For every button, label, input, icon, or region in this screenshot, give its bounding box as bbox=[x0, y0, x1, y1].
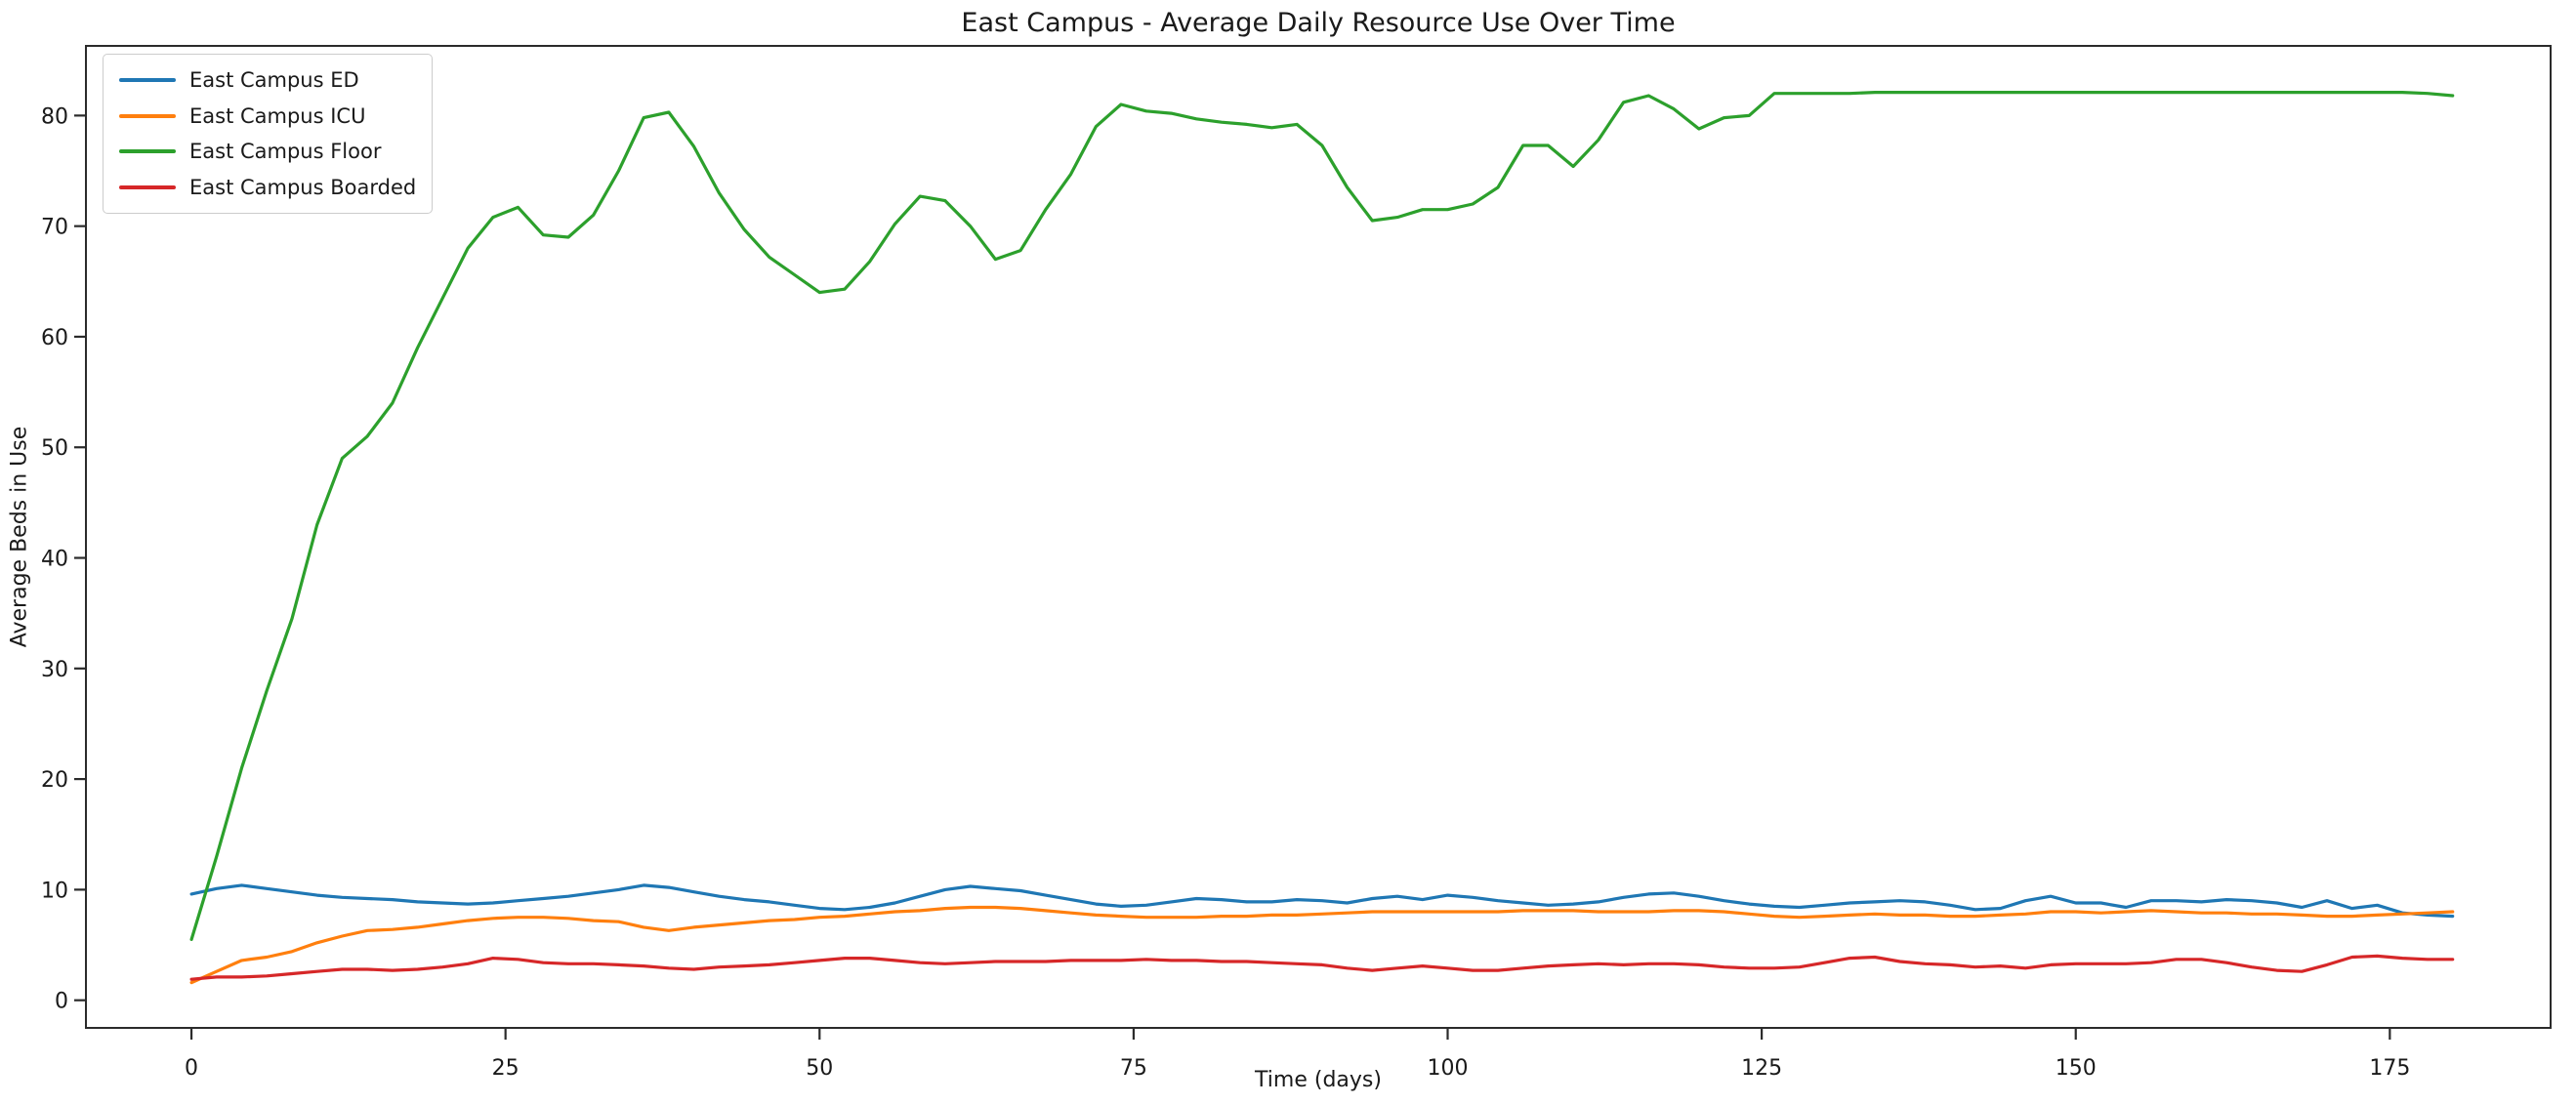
x-tick-label-125: 125 bbox=[1741, 1056, 1782, 1081]
legend-label-east-campus-boarded: East Campus Boarded bbox=[189, 175, 417, 199]
y-tick-label-70: 70 bbox=[41, 216, 68, 240]
y-tick-label-20: 20 bbox=[41, 768, 68, 793]
series-line-east-campus-ed bbox=[189, 883, 2455, 919]
y-tick-label-50: 50 bbox=[41, 436, 68, 461]
legend-line-swatch-east-campus-icu bbox=[119, 113, 176, 118]
legend-label-east-campus-icu: East Campus ICU bbox=[189, 103, 366, 128]
legend-item-east-campus-ed: East Campus ED bbox=[119, 68, 416, 92]
x-tick-label-150: 150 bbox=[2056, 1056, 2097, 1081]
y-tick-label-0: 0 bbox=[55, 990, 68, 1014]
x-tick-label-50: 50 bbox=[806, 1056, 833, 1081]
legend-line-swatch-east-campus-floor bbox=[119, 149, 176, 154]
x-axis-label: Time (days) bbox=[1255, 1068, 1382, 1092]
x-tick-label-175: 175 bbox=[2369, 1056, 2410, 1081]
series-line-east-campus-boarded bbox=[189, 954, 2455, 981]
series-line-east-campus-floor bbox=[189, 90, 2455, 942]
legend: East Campus ED East Campus ICU East Campus… bbox=[103, 54, 434, 214]
y-tick-label-30: 30 bbox=[41, 658, 68, 682]
y-tick-label-80: 80 bbox=[41, 104, 68, 129]
y-tick-label-60: 60 bbox=[41, 326, 68, 350]
legend-label-east-campus-ed: East Campus ED bbox=[189, 68, 359, 93]
legend-item-east-campus-icu: East Campus ICU bbox=[119, 104, 416, 128]
x-tick-label-25: 25 bbox=[492, 1056, 519, 1081]
x-tick-label-0: 0 bbox=[185, 1056, 198, 1081]
legend-label-east-campus-floor: East Campus Floor bbox=[189, 140, 382, 164]
plot-frame bbox=[85, 45, 2552, 1029]
chart-title: East Campus - Average Daily Resource Use… bbox=[961, 8, 1676, 38]
legend-item-east-campus-boarded: East Campus Boarded bbox=[119, 176, 416, 199]
legend-item-east-campus-floor: East Campus Floor bbox=[119, 140, 416, 163]
y-tick-label-10: 10 bbox=[41, 879, 68, 903]
series-line-east-campus-icu bbox=[189, 905, 2455, 985]
y-tick-label-40: 40 bbox=[41, 548, 68, 572]
y-axis-label: Average Beds in Use bbox=[7, 426, 32, 648]
legend-line-swatch-east-campus-ed bbox=[119, 78, 176, 83]
legend-line-swatch-east-campus-boarded bbox=[119, 184, 176, 189]
x-tick-label-75: 75 bbox=[1120, 1056, 1147, 1081]
x-tick-label-100: 100 bbox=[1428, 1056, 1469, 1081]
